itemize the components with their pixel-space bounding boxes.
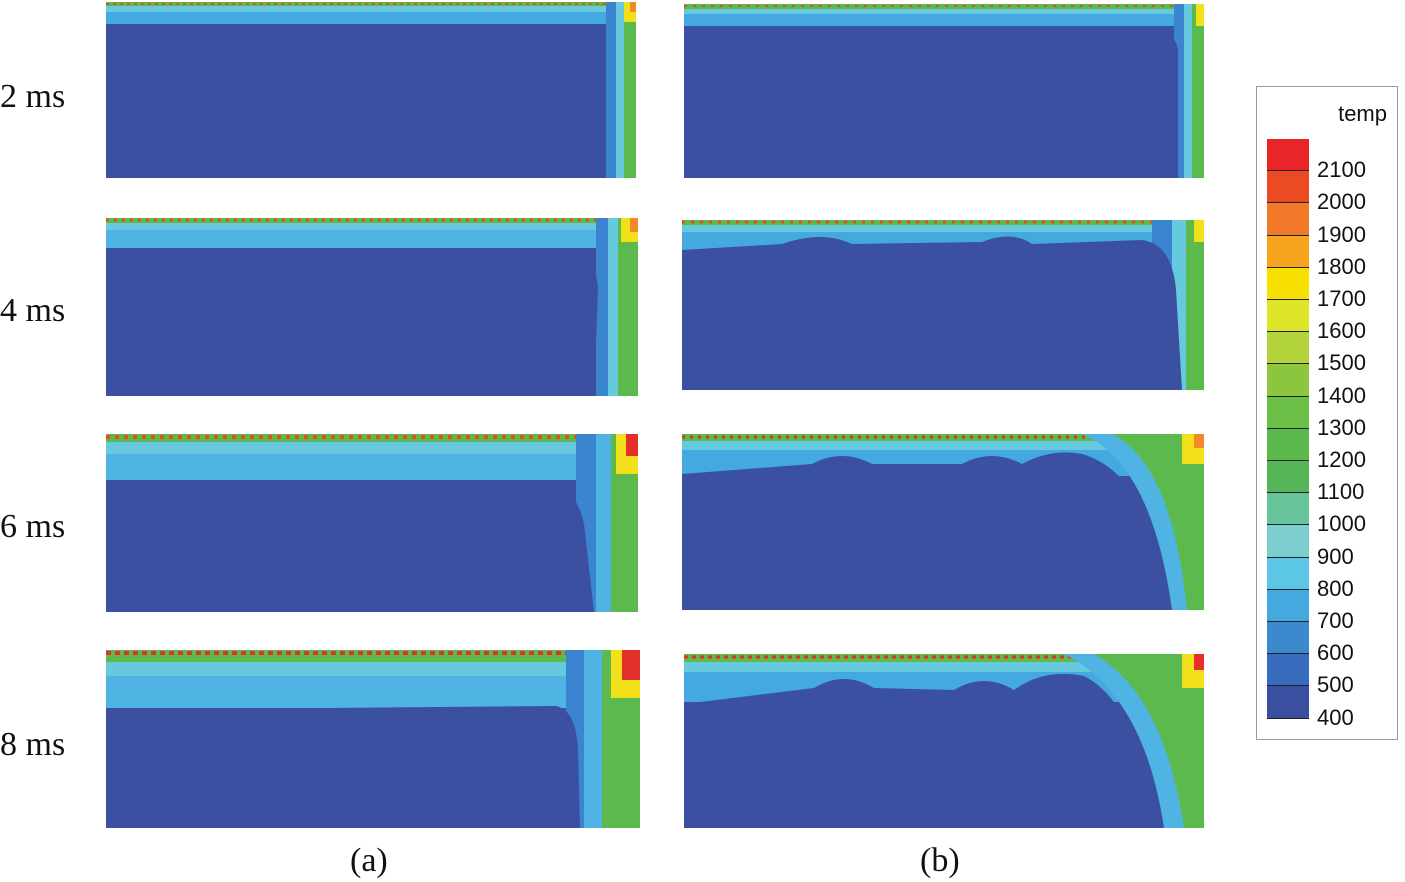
legend-tick-label: 1700 xyxy=(1317,286,1366,311)
legend-tick-label: 1100 xyxy=(1317,479,1365,505)
contour-panel-b-4ms xyxy=(682,220,1204,390)
legend-tick-label: 2100 xyxy=(1317,157,1366,183)
contour-panel-a-2ms xyxy=(106,2,636,178)
legend-swatch xyxy=(1267,557,1309,590)
legend-swatch xyxy=(1267,525,1309,558)
contour-panel-b-2ms xyxy=(684,4,1204,178)
contour-panel-b-6ms xyxy=(682,434,1204,610)
legend-swatch xyxy=(1267,589,1309,622)
time-label-2ms: 2 ms xyxy=(0,78,66,115)
legend-tick-label: 1500 xyxy=(1317,350,1366,376)
column-label-a: (a) xyxy=(350,842,388,879)
legend-swatch xyxy=(1267,461,1309,494)
legend-swatch xyxy=(1267,267,1309,300)
legend-swatch xyxy=(1267,235,1309,268)
contour-panel-a-4ms xyxy=(106,218,638,396)
legend-swatch xyxy=(1267,364,1309,397)
legend-tick-label: 1200 xyxy=(1317,447,1366,472)
legend-swatch xyxy=(1267,654,1309,687)
legend-tick-label: 1800 xyxy=(1317,253,1366,279)
legend-swatch xyxy=(1267,493,1309,526)
contour-panel-b-8ms xyxy=(684,654,1204,828)
legend-tick-label: 500 xyxy=(1317,672,1354,698)
legend-swatch xyxy=(1267,171,1309,204)
legend-tick-label: 1300 xyxy=(1317,414,1366,440)
legend-tick-label: 900 xyxy=(1317,543,1354,569)
legend-tick-label: 600 xyxy=(1317,640,1354,666)
legend-swatch xyxy=(1267,396,1309,429)
legend-swatch xyxy=(1267,332,1309,365)
column-label-b: (b) xyxy=(920,842,960,879)
temperature-legend: temp 2100 2000 1900 1800 1700 1600 1500 1400 130… xyxy=(1256,86,1398,740)
legend-title: temp xyxy=(1338,101,1387,126)
time-label-8ms: 8 ms xyxy=(0,726,66,763)
legend-swatch xyxy=(1267,622,1309,655)
legend-tick-label: 1900 xyxy=(1317,221,1366,247)
time-label-4ms: 4 ms xyxy=(0,292,66,329)
legend-swatch xyxy=(1267,300,1309,333)
legend-tick-label: 700 xyxy=(1317,608,1354,633)
legend-tick-label: 400 xyxy=(1317,704,1354,730)
contour-panel-a-8ms xyxy=(106,650,640,828)
legend-tick-label: 800 xyxy=(1317,575,1354,601)
time-label-6ms: 6 ms xyxy=(0,508,66,545)
contour-panel-a-6ms xyxy=(106,434,638,612)
legend-tick-label: 1400 xyxy=(1317,382,1366,408)
legend-swatch xyxy=(1267,686,1309,719)
legend-tick-label: 2000 xyxy=(1317,189,1366,215)
legend-tick-label: 1000 xyxy=(1317,511,1366,537)
legend-swatch xyxy=(1267,139,1309,172)
legend-tick-label: 1600 xyxy=(1317,318,1366,344)
legend-swatch xyxy=(1267,203,1309,236)
legend-swatch xyxy=(1267,428,1309,461)
